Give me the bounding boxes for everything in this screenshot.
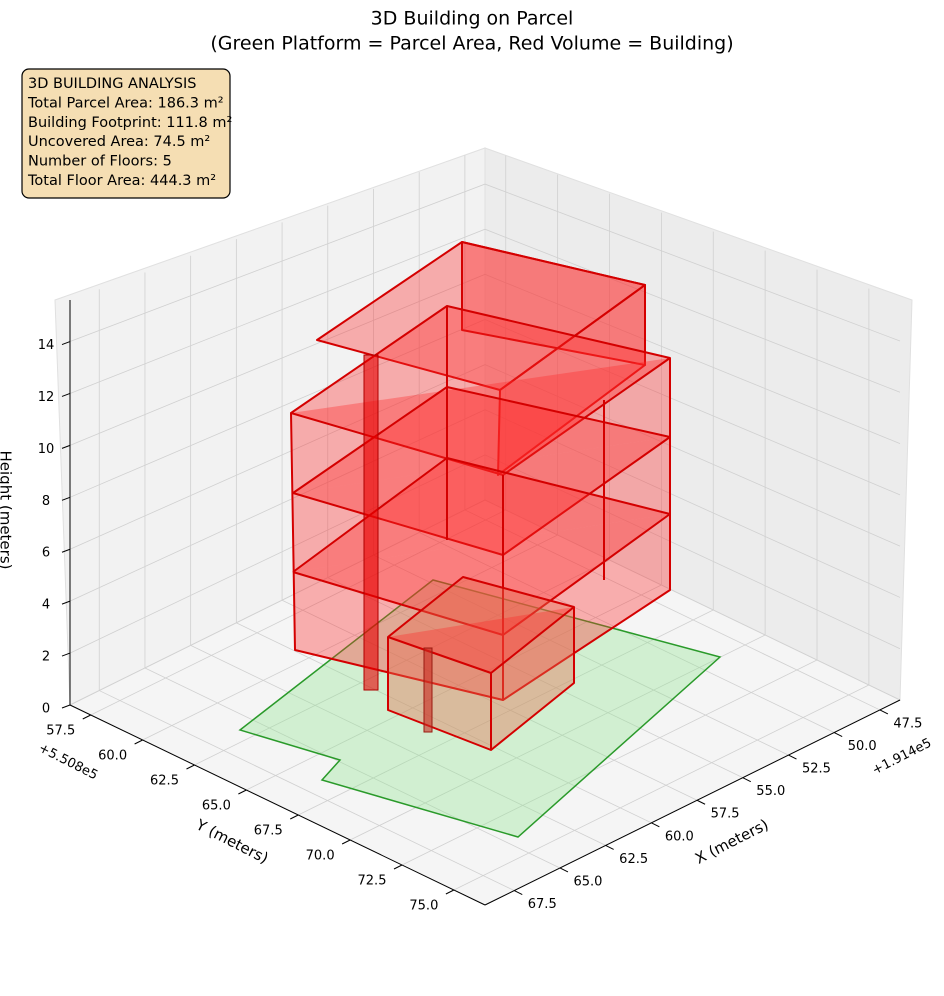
parcel [238, 579, 722, 838]
z-tick-label: 2 [42, 650, 50, 665]
x-tick-label: 67.5 [528, 897, 557, 912]
y-tick-label: 62.5 [150, 774, 179, 789]
z-tick [61, 704, 71, 709]
y-tick-label: 65.0 [202, 799, 231, 814]
z-tick [61, 548, 71, 553]
y-offset-label: +5.508e5 [36, 741, 100, 784]
annotation-line: Total Parcel Area: 186.3 m² [27, 95, 224, 111]
x-tick [788, 754, 797, 760]
grid-line [69, 499, 901, 706]
annotation-box [21, 68, 231, 199]
z-tick [61, 392, 71, 397]
x-tick-label: 55.0 [756, 784, 785, 799]
grid-line [69, 183, 901, 342]
z-tick-label: 6 [42, 546, 50, 561]
x-tick [651, 822, 660, 828]
x-tick-label: 62.5 [619, 852, 648, 867]
z-tick [61, 652, 71, 657]
z-tick-label: 4 [42, 598, 50, 613]
y-tick [393, 864, 403, 870]
wall-segment [423, 647, 433, 733]
y-tick-label: 72.5 [358, 874, 387, 889]
z-axis-label: Height (meters) [0, 451, 15, 570]
building-face [497, 284, 646, 476]
x-tick [605, 844, 614, 850]
grid [69, 155, 901, 891]
x-axis-line [484, 699, 901, 906]
chart-title: 3D Building on Parcel [371, 8, 574, 30]
y-tick [134, 739, 143, 745]
panes [54, 147, 913, 906]
x-tick [879, 709, 889, 715]
z-tick [61, 444, 71, 449]
x-tick-label: 50.0 [848, 739, 877, 754]
y-tick-label: 70.0 [306, 849, 335, 864]
annotation-line: Building Footprint: 111.8 m² [28, 115, 232, 131]
annotation-line: Uncovered Area: 74.5 m² [28, 134, 210, 150]
x-tick [559, 867, 569, 873]
annotation-line: 3D BUILDING ANALYSIS [28, 76, 196, 92]
y-tick-label: 57.5 [46, 724, 75, 739]
grid-line [69, 273, 901, 446]
z-tick-label: 14 [38, 338, 55, 353]
x-tick-label: 57.5 [711, 807, 740, 822]
y-tick [238, 789, 247, 795]
x-offset-label: +1.914e5 [870, 736, 934, 779]
y-tick [341, 839, 351, 845]
y-axis-line [69, 704, 486, 906]
annotation: 3D BUILDING ANALYSIS Total Parcel Area: 1… [27, 76, 232, 189]
z-tick-label: 12 [38, 390, 55, 405]
grid-line [69, 364, 901, 550]
x-tick-label: 60.0 [665, 829, 694, 844]
y-tick [186, 764, 195, 770]
x-tick [514, 890, 523, 895]
z-tick-label: 8 [42, 494, 50, 509]
z-tick [61, 496, 71, 501]
x-tick [833, 732, 843, 737]
chart-subtitle: (Green Platform = Parcel Area, Red Volum… [210, 33, 733, 55]
annotation-line: Number of Floors: 5 [28, 154, 172, 170]
axes: 47.5 50.0 52.5 55.0 57.5 60.0 62.5 65.0 67.5 57.5… [38, 300, 922, 914]
grid-line [69, 454, 901, 654]
y-tick [290, 814, 299, 820]
y-tick-label: 75.0 [409, 899, 438, 914]
grid-line [69, 228, 901, 394]
y-tick-label: 67.5 [254, 824, 283, 839]
x-tick-label: 65.0 [573, 874, 602, 889]
x-tick-label: 52.5 [802, 762, 831, 777]
wall-segment [363, 354, 379, 691]
grid-line [69, 409, 901, 602]
z-tick-label: 10 [38, 442, 55, 457]
y-tick-label: 60.0 [98, 749, 127, 764]
building-face [387, 576, 575, 751]
y-tick [82, 714, 91, 720]
grid-line [69, 319, 901, 498]
annotation-line: Total Floor Area: 444.3 m² [27, 173, 216, 189]
x-tick [696, 799, 706, 805]
y-tick [445, 889, 455, 895]
building [238, 241, 722, 838]
x-axis-label: X (meters) [692, 815, 771, 867]
z-tick [61, 341, 71, 346]
z-tick-label: 0 [42, 702, 50, 717]
x-tick-label: 47.5 [893, 716, 922, 731]
z-tick [61, 600, 71, 605]
x-tick [742, 777, 751, 783]
